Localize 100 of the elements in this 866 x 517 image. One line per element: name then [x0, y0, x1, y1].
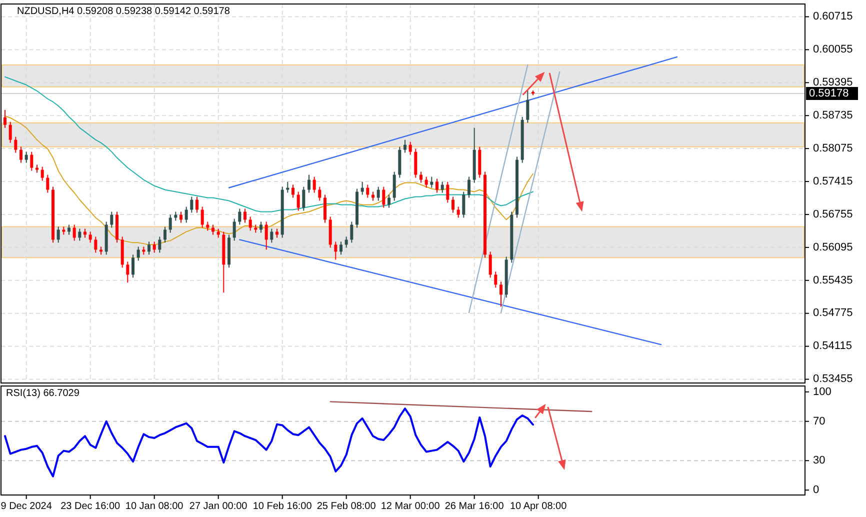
line-series [4, 408, 534, 478]
y-tick-label: 0.60715 [813, 10, 853, 23]
candlestick [180, 211, 182, 224]
candlestick [382, 186, 386, 208]
y-tick-label: 0.54775 [813, 307, 853, 320]
candlestick [462, 191, 466, 218]
candlestick [388, 194, 390, 208]
candlestick [20, 146, 22, 164]
y-tick-label: 0 [813, 484, 820, 496]
candlestick [440, 181, 444, 194]
candlestick [392, 171, 396, 202]
chart-title: RSI(13) 66.7029 [6, 388, 80, 399]
x-tick-label: 10 Jan 08:00 [125, 501, 184, 512]
candlestick [270, 228, 274, 244]
candlestick [488, 251, 492, 278]
candlestick [212, 224, 214, 236]
y-tick-label: 30 [813, 454, 826, 467]
y-tick-label: 0.58075 [813, 142, 853, 154]
candlestick [164, 226, 166, 244]
candlestick [286, 181, 290, 194]
candlestick [318, 186, 322, 202]
candlestick [148, 241, 150, 256]
candlestick [110, 211, 114, 228]
candlestick [526, 89, 530, 124]
candlestick [468, 176, 470, 198]
candlestick [452, 196, 454, 214]
candlestick [344, 236, 348, 248]
candlestick [264, 221, 268, 250]
candlestick [88, 231, 92, 244]
x-tick-label: 10 Feb 16:00 [252, 501, 312, 512]
candlestick [494, 271, 498, 288]
candlestick [8, 121, 12, 144]
candlestick [308, 174, 310, 194]
candlestick [4, 109, 6, 128]
y-tick-label: 0.55435 [813, 274, 853, 286]
y-tick-label: 100 [813, 386, 832, 398]
candlestick [404, 139, 406, 154]
candlestick [500, 281, 502, 308]
candlestick [244, 208, 246, 224]
candlestick [456, 206, 460, 218]
x-tick-label: 23 Dec 16:00 [60, 501, 121, 512]
candlestick [436, 178, 438, 194]
candlestick [152, 241, 156, 254]
candlestick [232, 218, 236, 242]
candlestick [302, 186, 306, 212]
candlestick [56, 226, 60, 244]
candlestick [260, 221, 262, 234]
candlestick [184, 206, 188, 224]
candlestick [68, 224, 70, 236]
y-tick-label: 0.58735 [813, 110, 853, 122]
candlestick [238, 208, 242, 226]
candlestick [408, 141, 412, 156]
x-tick-label: 10 Apr 08:00 [510, 501, 568, 512]
candlestick [24, 151, 28, 164]
chart-title: NZDUSD,H4 0.59208 0.59238 0.59142 0.59178 [17, 6, 230, 17]
ref-line-label: 0.59178 [809, 87, 849, 100]
candlestick [340, 241, 342, 256]
candlestick [360, 181, 364, 196]
y-tick-label: 0.59395 [813, 76, 853, 89]
candlestick [248, 216, 252, 232]
y-tick-label: 0.53455 [813, 373, 853, 386]
candlestick [334, 241, 338, 260]
candlestick [430, 176, 434, 188]
y-tick-label: 0.60055 [813, 44, 853, 56]
candlestick [414, 148, 418, 178]
candlestick [296, 191, 300, 212]
candlestick [168, 214, 172, 234]
x-tick-label: 26 Mar 16:00 [444, 501, 504, 512]
candlestick [136, 246, 140, 262]
candlestick [420, 171, 422, 184]
candlestick [200, 206, 204, 228]
candlestick [196, 196, 198, 214]
candlestick [190, 196, 194, 214]
candlestick [376, 186, 380, 202]
candlestick [292, 184, 294, 198]
candlestick [366, 184, 370, 198]
y-tick-label: 0.56095 [813, 241, 853, 254]
candlestick [30, 151, 34, 172]
x-tick-label: 12 Mar 00:00 [380, 501, 440, 512]
candlestick [424, 176, 428, 188]
y-tick-label: 0.54115 [813, 340, 852, 352]
candlestick [126, 261, 130, 284]
x-tick-label: 9 Dec 2024 [0, 501, 52, 512]
candlestick [132, 254, 134, 278]
candlestick [446, 181, 450, 204]
candlestick [324, 194, 326, 224]
candlestick [350, 221, 354, 244]
y-tick-label: 0.57415 [813, 175, 853, 188]
candlestick [94, 236, 98, 254]
candlestick [158, 236, 162, 254]
candlestick [40, 166, 44, 182]
candlestick [312, 176, 316, 194]
candlestick [78, 228, 82, 242]
candlestick [72, 224, 76, 242]
x-tick-label: 25 Feb 08:00 [316, 501, 376, 512]
y-tick-label: 70 [813, 415, 826, 428]
candlestick [14, 136, 18, 154]
y-tick-label: 0.56755 [813, 208, 853, 220]
x-tick-label: 27 Jan 00:00 [189, 501, 248, 512]
candlestick [46, 174, 50, 194]
